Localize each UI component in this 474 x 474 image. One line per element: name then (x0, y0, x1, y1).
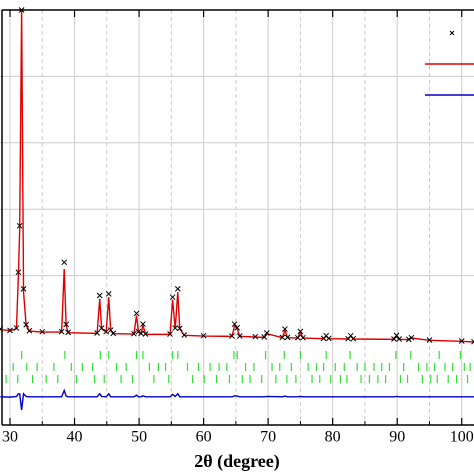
x-tick-label: 100 (450, 429, 474, 446)
observed-point (300, 334, 306, 341)
x-tick-label: 70 (260, 429, 276, 446)
observed-point (0, 326, 4, 332)
observed-point (39, 328, 46, 335)
x-tick-label: 30 (2, 429, 18, 446)
observed-point (65, 329, 71, 336)
observed-point (231, 321, 238, 327)
observed-point (426, 337, 433, 343)
observed-point (98, 325, 105, 331)
x-tick-label: 80 (325, 429, 341, 446)
observed-point (169, 294, 176, 301)
observed-point (105, 291, 112, 297)
observed-point (282, 326, 288, 332)
observed-point (63, 321, 70, 328)
observed-point (135, 328, 142, 335)
observed-point (26, 327, 33, 334)
legend-symbol (449, 30, 455, 36)
observed-point (284, 334, 291, 341)
observed-point (138, 330, 144, 337)
observed-point (350, 335, 357, 342)
observed-point (325, 335, 332, 342)
x-tick-label: 40 (67, 429, 83, 446)
observed-point (94, 330, 100, 336)
observed-point (234, 324, 241, 331)
observed-point (7, 327, 13, 334)
observed-point (176, 325, 183, 332)
observed-point (172, 325, 179, 331)
observed-point (297, 328, 304, 335)
observed-point (408, 334, 415, 341)
observed-point (58, 328, 65, 335)
observed-point (23, 321, 29, 328)
observed-point (16, 222, 23, 229)
profile-line (0, 388, 474, 411)
observed-point (458, 338, 465, 344)
observed-point (18, 7, 25, 13)
observed-point (107, 327, 114, 333)
observed-point (263, 330, 270, 336)
observed-point (142, 331, 149, 337)
observed-point (140, 321, 146, 327)
observed-point (20, 286, 27, 292)
observed-point (229, 333, 235, 339)
observed-point (391, 336, 397, 342)
observed-point (103, 328, 110, 335)
observed-point (261, 334, 268, 340)
observed-point (471, 338, 474, 345)
x-tick-label: 90 (389, 429, 405, 446)
x-tick-label: 50 (131, 429, 147, 446)
observed-point (110, 330, 117, 337)
observed-point (279, 334, 286, 341)
x-tick-label: 60 (196, 429, 212, 446)
observed-point (131, 330, 137, 337)
observed-point (167, 331, 173, 337)
observed-point (181, 332, 188, 338)
observed-point (200, 332, 207, 339)
observed-point (15, 269, 22, 276)
observed-point (405, 336, 412, 343)
observed-point (396, 336, 402, 342)
observed-point (236, 333, 243, 339)
observed-point (13, 325, 20, 331)
observed-point (61, 259, 68, 266)
observed-point (393, 332, 400, 339)
observed-point (174, 286, 181, 292)
observed-point (133, 310, 140, 317)
observed-point (294, 334, 301, 341)
x-axis-label: 2θ (degree) (194, 451, 280, 472)
observed-point (96, 292, 103, 299)
observed-point (252, 333, 259, 340)
